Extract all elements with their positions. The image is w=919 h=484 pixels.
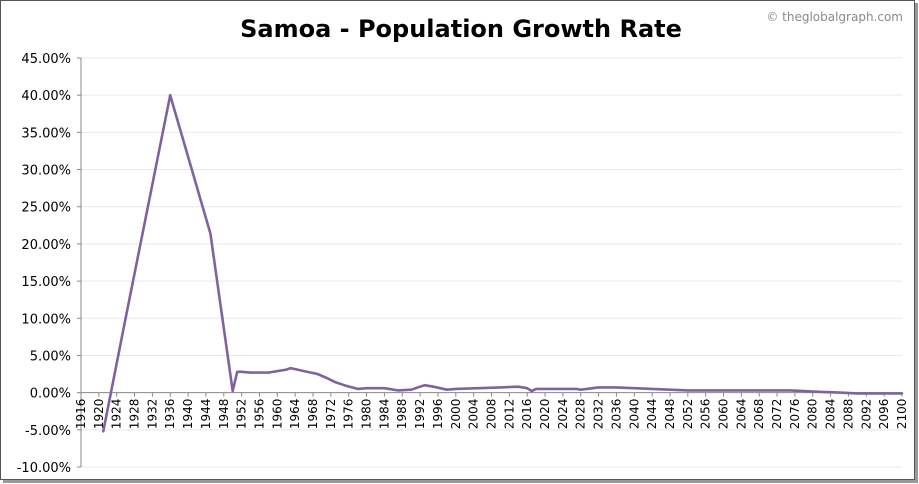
x-tick-label: 1932 xyxy=(145,399,159,430)
x-tick-label: 2084 xyxy=(824,399,838,430)
x-tick-label: 2080 xyxy=(806,399,820,430)
x-tick-label: 2056 xyxy=(699,399,713,430)
x-tick-label: 1992 xyxy=(413,399,427,430)
x-tick-label: 2076 xyxy=(788,399,802,430)
x-tick-label: 2032 xyxy=(592,399,606,430)
x-tick-label: 2040 xyxy=(627,399,641,430)
x-tick-label: 1928 xyxy=(128,399,142,430)
x-tick-label: 1936 xyxy=(163,399,177,430)
x-tick-label: 1984 xyxy=(377,399,391,430)
x-axis-ticks: 1916 1920 1924 1928 1932 1936 1940 1944 1948 1952… xyxy=(74,392,909,430)
x-tick-label: 2092 xyxy=(859,399,873,430)
x-tick-label: 1988 xyxy=(395,399,409,430)
y-tick-label: 30.00% xyxy=(21,164,71,179)
y-tick-label: 40.00% xyxy=(21,89,71,104)
y-tick-label: 45.00% xyxy=(21,52,71,67)
x-tick-label: 1924 xyxy=(110,399,124,430)
y-tick-label: 15.00% xyxy=(21,275,71,290)
x-tick-label: 2072 xyxy=(770,399,784,430)
x-tick-label: 2044 xyxy=(645,399,659,430)
x-tick-label: 1952 xyxy=(235,399,249,430)
y-tick-label: 0.00% xyxy=(30,387,71,402)
x-tick-label: 1956 xyxy=(252,399,266,430)
x-tick-label: 2064 xyxy=(734,399,748,430)
x-tick-label: 2016 xyxy=(520,399,534,430)
x-tick-label: 1920 xyxy=(92,399,106,430)
x-tick-label: 2028 xyxy=(574,399,588,430)
x-tick-label: 2088 xyxy=(841,399,855,430)
y-tick-label: 5.00% xyxy=(30,349,71,364)
x-tick-label: 2100 xyxy=(895,399,909,430)
x-tick-label: 2052 xyxy=(681,399,695,430)
x-tick-label: 1916 xyxy=(74,399,88,430)
y-axis-ticks: 45.00% 40.00% 35.00% 30.00% 25.00% 20.00% 15.0… xyxy=(17,52,81,476)
x-tick-label: 1960 xyxy=(270,399,284,430)
y-tick-label: 20.00% xyxy=(21,238,71,253)
x-tick-label: 2012 xyxy=(502,399,516,430)
x-tick-label: 1972 xyxy=(324,399,338,430)
series-line xyxy=(102,93,904,433)
y-tick-label: -5.00% xyxy=(25,424,71,439)
chart-title: Samoa - Population Growth Rate xyxy=(240,15,682,43)
x-tick-label: 2008 xyxy=(485,399,499,430)
x-tick-label: 2036 xyxy=(609,399,623,430)
x-tick-label: 2004 xyxy=(467,399,481,430)
y-tick-label: 25.00% xyxy=(21,201,71,216)
credit-text: © theglobalgraph.com xyxy=(766,10,903,24)
y-tick-label: 10.00% xyxy=(21,312,71,327)
x-tick-label: 1944 xyxy=(199,399,213,430)
x-tick-label: 1976 xyxy=(342,399,356,430)
x-tick-label: 2096 xyxy=(877,399,891,430)
x-tick-label: 2048 xyxy=(663,399,677,430)
x-tick-label: 2068 xyxy=(752,399,766,430)
x-tick-label: 1968 xyxy=(306,399,320,430)
x-tick-label: 1940 xyxy=(181,399,195,430)
x-tick-label: 2060 xyxy=(717,399,731,430)
x-tick-label: 1948 xyxy=(217,399,231,430)
x-tick-label: 1980 xyxy=(360,399,374,430)
x-tick-label: 2000 xyxy=(449,399,463,430)
x-tick-label: 1964 xyxy=(288,399,302,430)
y-tick-label: 35.00% xyxy=(21,126,71,141)
y-tick-label: -10.00% xyxy=(17,461,71,476)
series xyxy=(102,93,904,433)
x-tick-label: 2024 xyxy=(556,399,570,430)
x-tick-label: 2020 xyxy=(538,399,552,430)
x-tick-label: 1996 xyxy=(431,399,445,430)
